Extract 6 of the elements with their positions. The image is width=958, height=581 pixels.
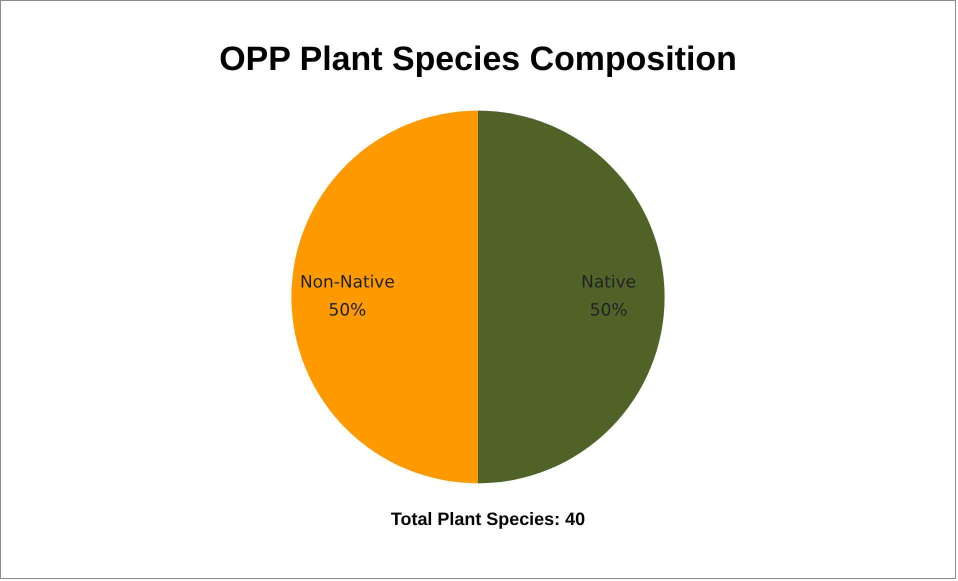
data-label: 50% [328,299,366,320]
chart-title: OPP Plant Species Composition [219,40,737,78]
text: Total Plant Species: 40 [390,509,586,530]
slice-label: Native [581,271,636,292]
slice-label: Non-Native [300,271,395,292]
data-label: 50% [590,299,628,320]
